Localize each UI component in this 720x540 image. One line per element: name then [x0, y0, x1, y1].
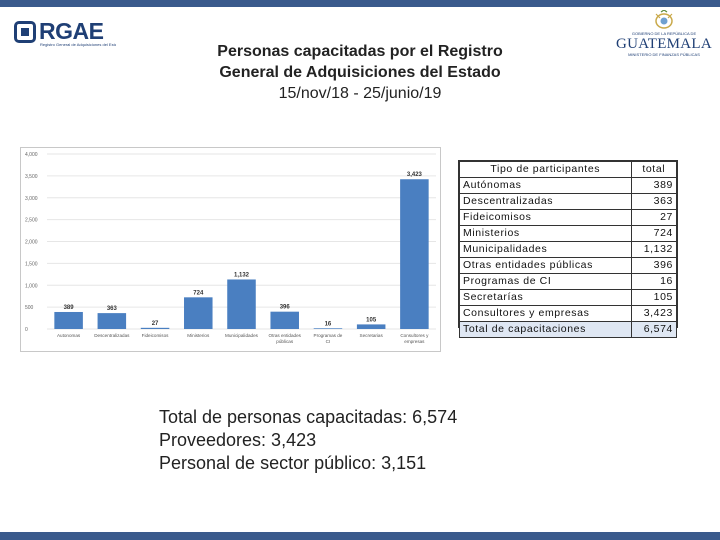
x-tick-label: Descentralizadas: [94, 333, 130, 338]
bar-value-label: 396: [280, 305, 291, 311]
table-cell-type: Otras entidades públicas: [459, 257, 632, 274]
government-label: GOBIERNO DE LA REPÚBLICA DE: [631, 31, 697, 36]
table-total-value: 6,574: [630, 321, 678, 338]
table-cell-type: Descentralizadas: [459, 193, 632, 210]
bar: [184, 297, 213, 329]
table-row: Otras entidades públicas 396: [459, 257, 678, 274]
table-cell-type: Programas de CI: [459, 273, 632, 290]
table-cell-type: Secretarías: [459, 289, 632, 306]
table-row: Consultores y empresas 3,423: [459, 305, 678, 322]
x-tick-label: Ministerios: [187, 333, 210, 338]
x-tick-label: Fideicomisos: [142, 333, 170, 338]
summary-suppliers: Proveedores: 3,423: [159, 430, 317, 450]
table-cell-total: 1,132: [630, 241, 678, 258]
table-cell-type: Consultores y empresas: [459, 305, 632, 322]
table-cell-total: 389: [630, 177, 678, 194]
y-tick-label: 500: [25, 305, 34, 311]
summary-total: Total de personas capacitadas: 6,574: [159, 407, 458, 427]
ministry-label: MINISTERIO DE FINANZAS PÚBLICAS: [628, 52, 700, 57]
rgae-logo: RGAE Registro General de Adquisiciones d…: [14, 18, 116, 52]
table-row: Secretarías 105: [459, 289, 678, 306]
table-row: Autónomas 389: [459, 177, 678, 194]
coat-of-arms-icon: [652, 10, 676, 30]
table-total-row: Total de capacitaciones 6,574: [459, 321, 678, 338]
table-cell-total: 3,423: [630, 305, 678, 322]
table-cell-total: 724: [630, 225, 678, 242]
table-header-row: Tipo de participantes total: [459, 161, 678, 178]
bar-value-label: 3,423: [407, 172, 423, 178]
bar: [356, 324, 386, 329]
table-row: Fideicomisos 27: [459, 209, 678, 226]
bar: [270, 311, 299, 329]
x-tick-label: Otras entidades públicas: [269, 333, 302, 344]
top-accent-bar: [0, 0, 720, 7]
summary-public-staff: Personal de sector público: 3,151: [159, 453, 427, 473]
bar: [227, 279, 256, 329]
title-dates: 15/nov/18 - 25/junio/19: [278, 85, 442, 102]
bar-chart-svg: 0 500 1,000 1,500 2,000 2,500 3,000 3,500 4,000 3…: [25, 152, 436, 344]
x-tick-label: Programas de CI: [314, 333, 343, 344]
rgae-logo-text: RGAE: [39, 18, 104, 44]
bar-value-label: 363: [107, 306, 118, 312]
bar-chart: 0 500 1,000 1,500 2,000 2,500 3,000 3,500 4,000 3…: [20, 147, 441, 352]
x-tick-label: Secretarias: [360, 333, 384, 338]
table-row: Ministerios 724: [459, 225, 678, 242]
y-tick-label: 1,000: [25, 283, 38, 289]
title-line-1: Personas capacitadas por el Registro: [217, 43, 503, 60]
y-tick-label: 3,500: [25, 174, 38, 180]
participants-table: Tipo de participantes total Autónomas 389…: [458, 160, 678, 338]
bar-value-label: 724: [193, 290, 204, 296]
y-tick-label: 2,500: [25, 218, 38, 224]
x-tick-label: Municipalidades: [225, 333, 259, 338]
bar-value-label: 27: [152, 321, 159, 327]
bar: [313, 328, 343, 329]
bar: [97, 313, 127, 329]
table-cell-total: 16: [630, 273, 678, 290]
table-row: Programas de CI 16: [459, 273, 678, 290]
bar-value-label: 1,132: [234, 272, 250, 278]
bar-value-label: 389: [64, 305, 75, 311]
table-header-type: Tipo de participantes: [459, 161, 632, 178]
rgae-logo-mark: [14, 21, 36, 43]
table-cell-type: Autónomas: [459, 177, 632, 194]
table-total-label: Total de capacitaciones: [459, 321, 632, 338]
bar: [54, 311, 83, 329]
bar: [140, 327, 170, 329]
page-title: Personas capacitadas por el Registro Gen…: [160, 41, 560, 104]
title-line-2: General de Adquisiciones del Estado: [219, 64, 501, 81]
table-row: Municipalidades 1,132: [459, 241, 678, 258]
bar-value-label: 105: [366, 317, 377, 323]
table-cell-type: Fideicomisos: [459, 209, 632, 226]
guatemala-logo: GOBIERNO DE LA REPÚBLICA DE GUATEMALA MI…: [616, 10, 712, 64]
bottom-accent-bar: [0, 532, 720, 540]
table-cell-total: 105: [630, 289, 678, 306]
table-cell-total: 396: [630, 257, 678, 274]
table-cell-total: 363: [630, 193, 678, 210]
table-cell-type: Ministerios: [459, 225, 632, 242]
bar-value-label: 16: [325, 321, 332, 327]
y-tick-label: 1,500: [25, 261, 38, 267]
rgae-logo-subtitle: Registro General de Adquisiciones del Es…: [40, 42, 116, 47]
table-cell-total: 27: [630, 209, 678, 226]
table-row: Descentralizadas 363: [459, 193, 678, 210]
country-name: GUATEMALA: [616, 36, 713, 52]
x-tick-label: Consultores y empresas: [400, 333, 429, 344]
y-tick-label: 0: [25, 327, 28, 333]
y-tick-label: 3,000: [25, 196, 38, 202]
bar: [400, 179, 429, 329]
summary-block: Total de personas capacitadas: 6,574 Pro…: [159, 406, 457, 475]
table-header-total: total: [630, 161, 678, 178]
y-tick-label: 2,000: [25, 240, 38, 246]
y-tick-label: 4,000: [25, 152, 38, 158]
table-cell-type: Municipalidades: [459, 241, 632, 258]
x-tick-label: Autonomas: [57, 333, 81, 338]
